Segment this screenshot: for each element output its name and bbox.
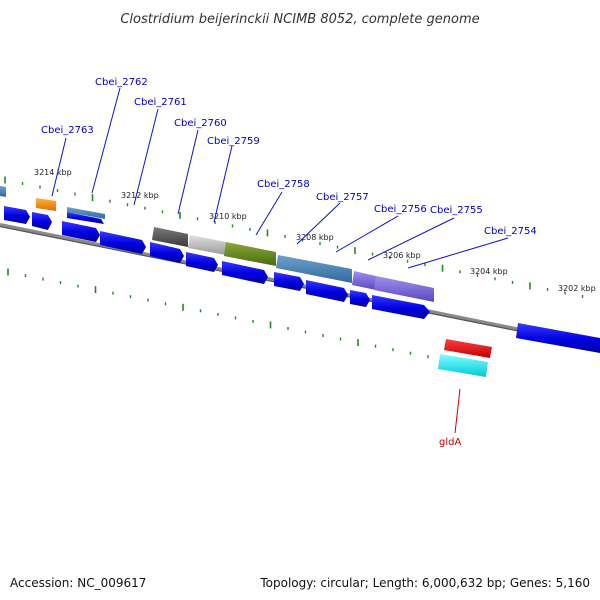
gene-label-cbei-2762: Cbei_2762: [95, 77, 148, 88]
gene-feature: [516, 323, 600, 353]
gene-label-cbei-2754: Cbei_2754: [484, 226, 537, 237]
gene-label-cbei-2761: Cbei_2761: [134, 97, 187, 108]
gene-feature-cbei-2758: [224, 242, 276, 266]
glda-leader-line: [454, 388, 461, 434]
gene-feature: [0, 186, 6, 197]
gene-feature-cbei-2756: [352, 271, 376, 290]
gene-feature: [32, 212, 52, 230]
gene-labels: Cbei_2762 Cbei_2761 Cbei_2763 Cbei_2760 …: [41, 77, 537, 448]
gene-feature: [150, 242, 184, 263]
gene-label-cbei-2760: Cbei_2760: [174, 118, 227, 129]
gene-feature: [372, 295, 430, 319]
gene-feature: [306, 280, 348, 302]
map-title: Clostridium beijerinckii NCIMB 8052, com…: [120, 12, 479, 27]
gene-feature-glda: [444, 339, 492, 358]
genome-summary-text: Topology: circular; Length: 6,000,632 bp…: [260, 576, 590, 590]
scale-label-3202: 3202 kbp: [558, 284, 596, 293]
scale-label-3204: 3204 kbp: [470, 267, 508, 276]
scale-label-3212: 3212 kbp: [121, 191, 159, 200]
gene-feature: [438, 354, 488, 377]
gene-label-cbei-2758: Cbei_2758: [257, 179, 310, 190]
gene-feature-cbei-2762: [67, 207, 105, 219]
scale-label-3210: 3210 kbp: [209, 212, 247, 221]
gene-features: [0, 186, 600, 377]
label-leader-lines: [51, 87, 509, 269]
scale-ticks: [4, 176, 584, 369]
gene-feature: [100, 231, 146, 254]
gene-feature: [350, 290, 370, 307]
gene-feature-cbei-2760: [152, 227, 188, 247]
gene-feature: [67, 212, 104, 224]
scale-label-3214: 3214 kbp: [34, 168, 72, 177]
gene-feature: [222, 261, 268, 284]
gene-feature: [62, 221, 100, 242]
gene-feature: [4, 206, 30, 224]
gene-feature-cbei-2763: [36, 198, 56, 211]
gene-label-cbei-2763: Cbei_2763: [41, 125, 94, 136]
scale-labels: 3214 kbp 3212 kbp 3210 kbp 3208 kbp 3206…: [34, 168, 596, 293]
scale-label-3206: 3206 kbp: [383, 251, 421, 260]
gene-feature: [274, 272, 304, 291]
gene-label-cbei-2755: Cbei_2755: [430, 205, 483, 216]
gene-label-glda: gldA: [439, 437, 461, 448]
accession-text: Accession: NC_009617: [10, 576, 147, 590]
gene-feature-cbei-2755: [374, 276, 434, 302]
gene-feature: [186, 252, 218, 272]
gene-label-cbei-2759: Cbei_2759: [207, 136, 260, 147]
gene-feature-cbei-2759: [188, 235, 226, 255]
gene-label-cbei-2756: Cbei_2756: [374, 204, 427, 215]
gene-label-cbei-2757: Cbei_2757: [316, 192, 369, 203]
gene-feature-cbei-2757: [276, 255, 352, 283]
scale-label-3208: 3208 kbp: [296, 233, 334, 242]
